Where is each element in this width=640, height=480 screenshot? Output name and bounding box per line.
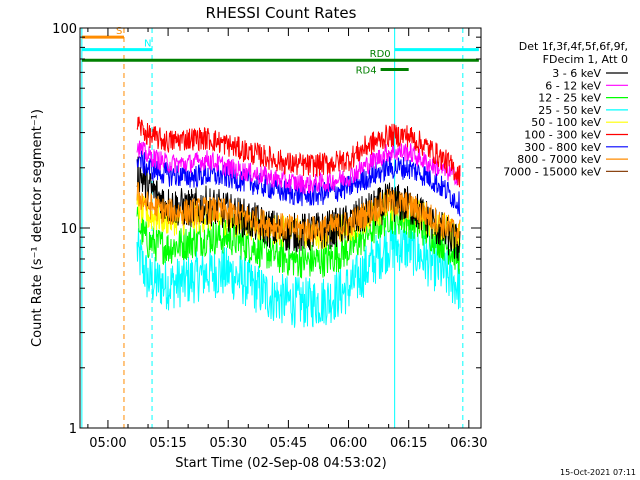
y-axis-label: Count Rate (s⁻¹ detector segment⁻¹) — [30, 109, 45, 347]
x-tick-label-1: 05:15 — [149, 436, 186, 451]
x-tick-label-0: 05:00 — [89, 436, 126, 451]
x-axis-label: Start Time (02-Sep-08 04:53:02) — [175, 456, 386, 471]
axes: 1 10 100 05:00 05:15 05:30 05:45 06:00 06:15 06:3… — [52, 22, 487, 451]
x-tick-label-3: 05:45 — [270, 436, 307, 451]
flag-label-N: N — [144, 39, 151, 50]
y-tick-label-0: 1 — [69, 422, 77, 437]
timestamp: 15-Oct-2021 07:11 — [560, 468, 636, 477]
series-line-3 — [136, 220, 461, 328]
chart-title: RHESSI Count Rates — [206, 4, 357, 22]
flag-label-RD0: RD0 — [370, 49, 391, 60]
legend-label-5: 100 - 300 keV — [524, 129, 601, 142]
series-line-0 — [136, 156, 461, 261]
x-tick-label-2: 05:30 — [210, 436, 247, 451]
legend-label-2: 12 - 25 keV — [538, 92, 601, 105]
x-tick-label-4: 06:00 — [330, 436, 367, 451]
series-line-2 — [136, 200, 461, 279]
legend-label-0: 3 - 6 keV — [552, 67, 601, 80]
series-line-5 — [136, 116, 461, 188]
legend-label-4: 50 - 100 keV — [531, 116, 601, 129]
legend-label-6: 300 - 800 keV — [524, 141, 601, 154]
plot-area: S N RD0 RD4 — [81, 26, 479, 428]
legend-header-line-2: FDecim 1, Att 0 — [543, 53, 628, 66]
flag-label-RD4: RD4 — [356, 66, 377, 77]
series-line-6 — [136, 150, 461, 217]
series-line-1 — [136, 140, 461, 194]
x-tick-label-5: 06:15 — [390, 436, 427, 451]
legend-label-7: 800 - 7000 keV — [517, 153, 601, 166]
legend-label-8: 7000 - 15000 keV — [503, 165, 601, 178]
series-line-7 — [136, 181, 461, 245]
x-tick-label-6: 06:30 — [450, 436, 487, 451]
legend: Det 1f,3f,4f,5f,6f,9f, FDecim 1, Att 0 3… — [503, 40, 628, 178]
legend-label-3: 25 - 50 keV — [538, 104, 601, 117]
legend-header-line-1: Det 1f,3f,4f,5f,6f,9f, — [519, 40, 628, 53]
legend-label-1: 6 - 12 keV — [545, 79, 601, 92]
flag-label-S: S — [116, 26, 122, 37]
y-tick-label-2: 100 — [52, 22, 77, 37]
y-tick-label-1: 10 — [60, 222, 77, 237]
